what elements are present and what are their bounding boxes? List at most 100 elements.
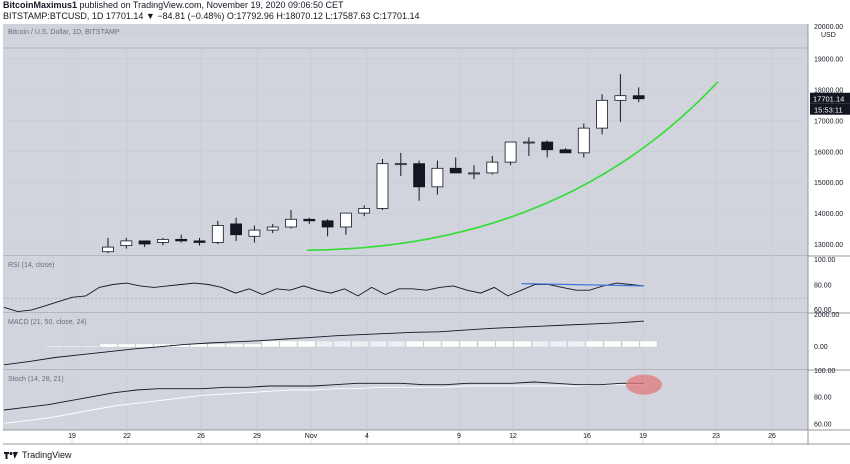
candle-body [285,218,297,228]
macd-histogram-bar [585,340,604,348]
y-tick-label: 16000.00 [814,149,843,156]
candle-body [120,240,133,246]
y-tick-label: 13000.00 [814,242,843,249]
macd-histogram-bar [333,340,352,348]
candle-body [614,95,627,101]
stoch-y-tick-label: 60.00 [814,421,832,428]
macd-histogram-bar [441,340,460,348]
stoch-highlight-ellipse [626,374,662,395]
macd-histogram-bar [423,340,442,348]
publish-info: published on TradingView.com, November 1… [77,0,344,10]
legend-strip [3,24,808,36]
axis-currency-label: USD [821,32,836,39]
candle-body [504,141,517,163]
y-tick-label: 15000.00 [814,180,843,187]
rsi-y-tick-label: 100.00 [814,257,836,264]
stoch-d-line [3,384,644,424]
x-tick-label: 16 [583,433,591,440]
footer-brand-label: TradingView [22,450,72,460]
panel-bg-main [3,24,808,256]
macd-histogram-bar [261,340,280,348]
x-tick-label: 26 [197,433,205,440]
countdown-label: 15:53:11 [814,106,843,115]
x-tick-label: 12 [509,433,517,440]
candle-body [486,161,499,174]
y-tick-label: 19000.00 [814,57,843,64]
macd-histogram-bar [243,343,262,348]
macd-histogram-bar [225,343,244,348]
last-price-tag [810,92,850,104]
y-tick-label: 14000.00 [814,211,843,218]
macd-histogram-bar [639,340,658,348]
candle-body [303,218,316,222]
candle-body [248,229,261,237]
candle-body [321,220,334,228]
macd-histogram-bar [99,343,118,348]
stoch-title: Stoch (14, 28, 21) [8,376,64,383]
x-tick-label: 26 [768,433,776,440]
macd-histogram-bar [459,340,478,348]
candle-body [156,238,169,243]
candle-body [431,167,444,188]
macd-histogram-bar [495,340,514,348]
macd-y-tick-label: 2000.00 [814,312,839,319]
macd-histogram-bar [117,343,136,348]
candle-body [376,163,389,209]
macd-histogram-bar [603,340,622,348]
candle-body [523,141,535,144]
candle-body [211,225,224,243]
macd-histogram-bar [207,343,226,348]
stoch-y-tick-label: 100.00 [814,368,836,375]
macd-histogram-bar [477,340,496,348]
macd-histogram-bar [81,345,100,348]
macd-line [3,320,645,366]
footer-brand[interactable]: TradingView [4,448,72,462]
candle-body [394,163,407,166]
x-tick-label: Nov [305,433,318,440]
candle-body [577,127,590,154]
x-tick-label: 9 [457,433,461,440]
candle-body [193,240,206,243]
candle-body [138,240,151,245]
x-tick-label: 19 [68,433,76,440]
x-tick-label: 29 [253,433,261,440]
candle-body [358,208,371,214]
rsi-divergence-line [521,283,645,287]
macd-histogram-bar [45,345,64,348]
rsi-y-tick-label: 60.00 [814,307,832,314]
macd-histogram-bar [135,343,154,348]
candle-body [102,246,114,253]
candle-body [541,141,554,151]
macd-histogram-bar [297,340,316,348]
panel-bg-rsi [3,256,808,313]
tradingview-logo-icon [4,451,18,460]
macd-histogram-bar [369,340,388,348]
macd-histogram-bar [549,340,568,348]
y-tick-label: 18000.00 [814,88,843,95]
macd-histogram-bar [567,340,586,348]
macd-histogram-bar [387,340,406,348]
trend-curve [307,81,719,251]
macd-histogram-bar [531,340,550,348]
macd-histogram-bar [63,345,82,348]
macd-y-tick-label: 0.00 [814,344,828,351]
panel-bg-macd [3,313,808,370]
y-tick-label-top: 20000.00 [814,24,843,31]
candle-body [266,226,279,231]
symbol-ohlc-line: BITSTAMP:BTCUSD, 1D 17701.14 ▼ −84.81 (−… [3,11,420,21]
macd-histogram-bar [279,340,298,348]
macd-title: MACD (21, 50, close, 24) [8,319,87,326]
macd-histogram-bar [351,340,370,348]
rsi-y-tick-label: 80.00 [814,283,832,290]
stoch-y-tick-label: 80.00 [814,395,832,402]
publish-header: BitcoinMaximus1 published on TradingView… [3,0,849,22]
author-name[interactable]: BitcoinMaximus1 [3,0,78,10]
candle-body [175,238,188,242]
x-tick-label: 19 [639,433,647,440]
candle-body [413,163,426,188]
candle-body [339,212,352,228]
macd-histogram-bar [513,340,532,348]
candle-body [449,167,462,174]
macd-histogram-bar [405,340,424,348]
